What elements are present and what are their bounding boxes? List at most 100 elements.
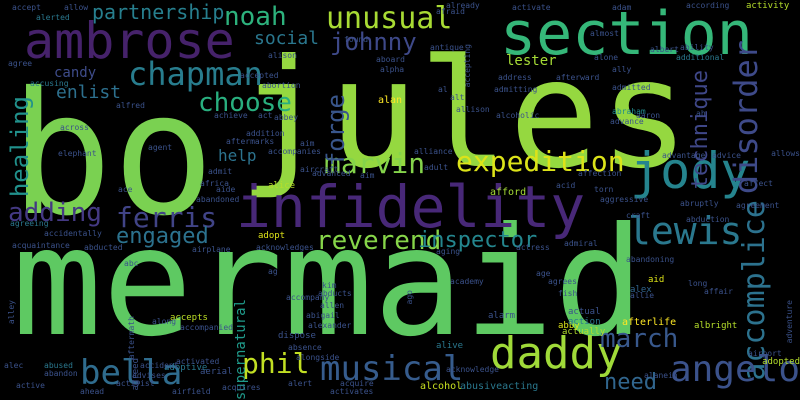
word: abusiveacting xyxy=(460,381,539,392)
word: elephant xyxy=(58,149,97,158)
word: help xyxy=(218,146,257,165)
word: musical xyxy=(320,349,464,389)
word: aging xyxy=(436,247,461,256)
word: alec xyxy=(4,361,24,370)
word: phil xyxy=(242,347,310,380)
word: airport xyxy=(748,349,782,358)
word: acknowledge xyxy=(446,365,499,374)
word: ahead xyxy=(80,387,105,396)
word: alex xyxy=(630,285,652,295)
word: aggressive xyxy=(600,195,649,204)
word: activity xyxy=(746,1,790,11)
word: alcoholic xyxy=(496,111,540,120)
word: achieve xyxy=(214,111,248,120)
word: accompanied xyxy=(180,323,233,332)
word: actress xyxy=(516,243,550,252)
word: ago xyxy=(405,290,414,305)
word: aftermath xyxy=(127,316,136,360)
word: actually xyxy=(562,327,606,337)
word: johnny xyxy=(330,28,417,56)
word: age xyxy=(536,269,551,278)
word: ag xyxy=(268,267,278,276)
word: academy xyxy=(450,277,484,286)
word: alerted xyxy=(36,13,70,22)
word: alley xyxy=(7,300,16,325)
word: march xyxy=(600,324,679,354)
word: acquire xyxy=(340,379,374,388)
word: ally xyxy=(612,65,632,74)
word: craft xyxy=(626,211,651,220)
word: alison xyxy=(268,51,297,60)
word: afterward xyxy=(556,73,600,82)
word: almost xyxy=(590,29,619,38)
word: engaged xyxy=(116,224,209,249)
word: bella xyxy=(80,353,183,393)
word: ah xyxy=(696,109,706,118)
word: admitted xyxy=(612,83,651,92)
word: al xyxy=(438,85,448,94)
word: alexander xyxy=(308,321,352,330)
word: abc xyxy=(124,259,139,268)
word: airfield xyxy=(172,387,211,396)
word: alice xyxy=(268,181,296,191)
word: across xyxy=(60,123,89,132)
word: abduction xyxy=(686,215,730,224)
word: angelo xyxy=(669,349,800,390)
word: allison xyxy=(456,105,490,114)
word: absence xyxy=(288,343,322,352)
word: according xyxy=(686,1,730,10)
word: ace xyxy=(118,185,133,194)
word: need xyxy=(604,370,657,395)
word: disorder xyxy=(727,40,765,195)
word: abbey xyxy=(274,113,299,122)
word: chapman xyxy=(128,55,263,93)
word: afterlife xyxy=(622,317,677,328)
word: advantage xyxy=(662,151,706,160)
word: technique xyxy=(688,70,713,190)
word: along xyxy=(152,317,177,326)
word: mermaid xyxy=(12,196,645,370)
word: allows xyxy=(771,149,800,158)
word: abortion xyxy=(262,81,301,90)
word: advanced xyxy=(312,169,351,178)
word: alone xyxy=(594,53,619,62)
word: fish xyxy=(558,289,578,298)
word: accidentally xyxy=(44,229,102,238)
word: accepting xyxy=(463,44,472,88)
word: expedition xyxy=(456,145,625,178)
word: adam xyxy=(612,3,632,12)
word: africa xyxy=(200,179,229,188)
word: abused xyxy=(44,361,73,370)
word: alcohol xyxy=(420,381,463,392)
word: partnership xyxy=(92,0,225,24)
word: accompany xyxy=(286,293,330,302)
word: aim xyxy=(300,139,315,148)
word: section xyxy=(500,0,753,69)
word: forge xyxy=(322,94,350,167)
word: infidelity xyxy=(236,173,586,241)
word: accepts xyxy=(170,313,208,323)
word: advice xyxy=(712,151,741,160)
word: jules xyxy=(238,28,690,202)
word: lewis xyxy=(628,209,743,253)
word: abandoned xyxy=(196,195,240,204)
word: alliance xyxy=(414,147,453,156)
word: dispose xyxy=(278,331,316,341)
word: aftermarks xyxy=(226,137,275,146)
word: adventure xyxy=(785,300,794,344)
word: activate xyxy=(512,3,551,12)
word: abandon xyxy=(44,369,78,378)
word: abraham xyxy=(612,107,646,116)
word: social xyxy=(254,28,320,49)
word: alfred xyxy=(116,101,145,110)
word: alpha xyxy=(380,65,405,74)
word: long xyxy=(688,279,708,288)
word: activist xyxy=(116,379,155,388)
word: adopted xyxy=(762,357,800,367)
word: unusual xyxy=(326,1,453,36)
word: accepted xyxy=(240,71,279,80)
word: activates xyxy=(330,387,374,396)
word: antique xyxy=(430,43,464,52)
word: admiral xyxy=(564,239,598,248)
